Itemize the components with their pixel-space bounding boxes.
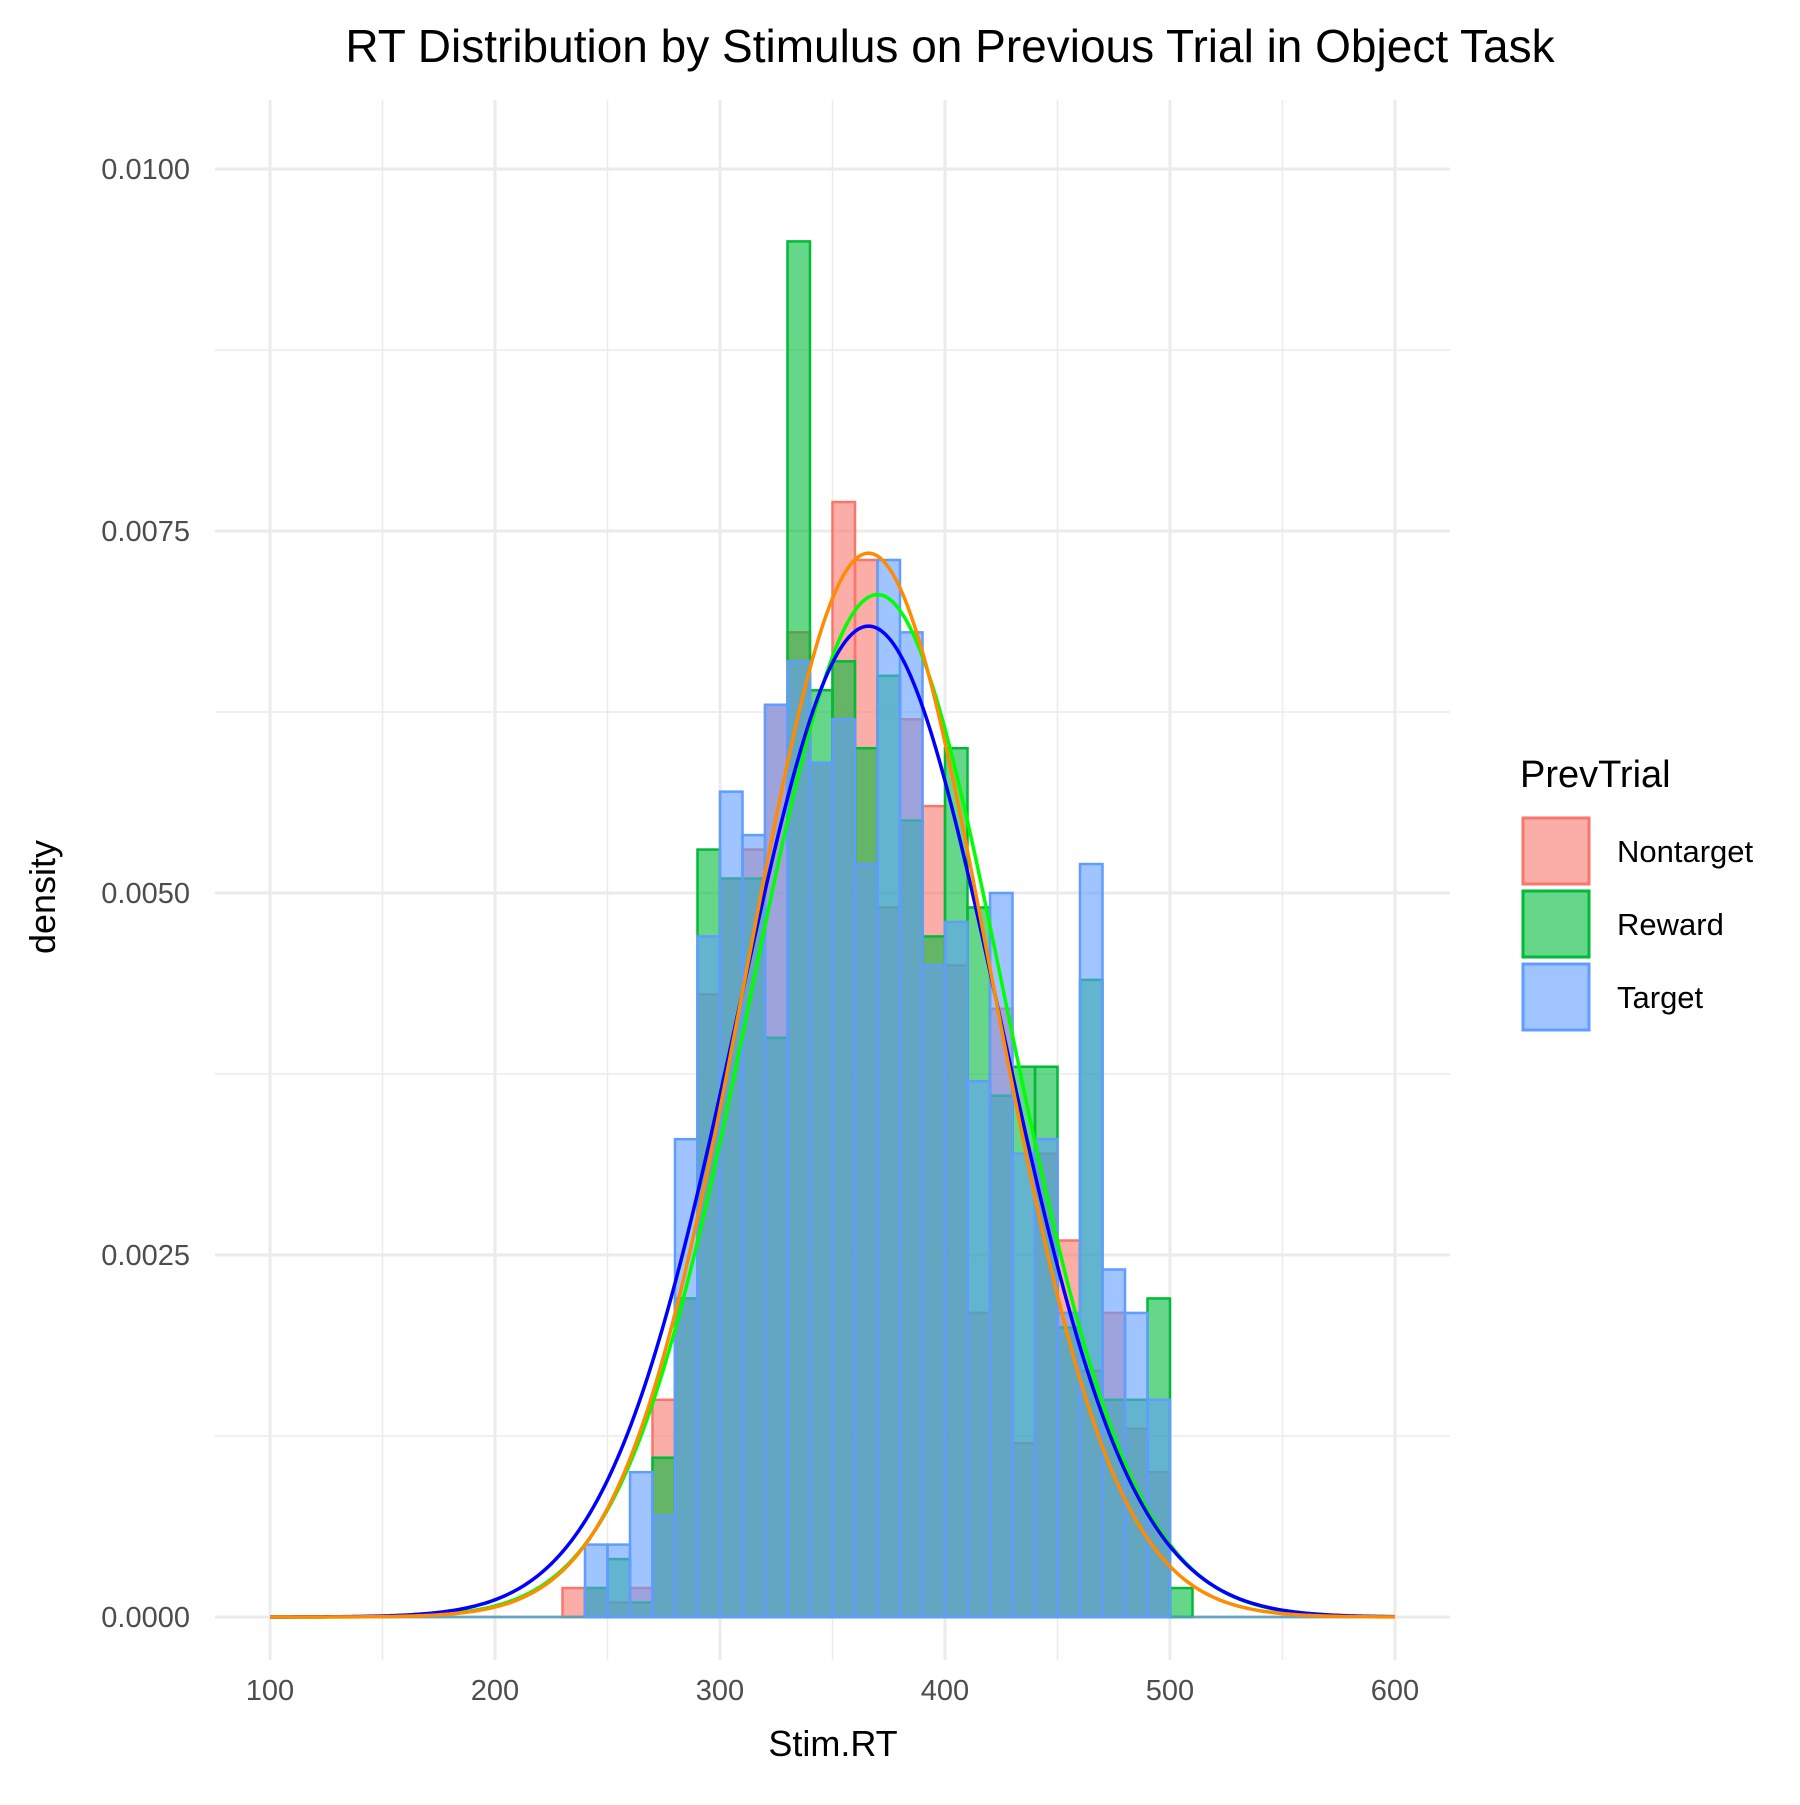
x-tick-label: 200 <box>471 1675 519 1707</box>
histogram-bar <box>1056 1311 1082 1619</box>
histogram-bar <box>628 1470 654 1619</box>
legend-key-target <box>1521 962 1591 1032</box>
histogram-bar <box>696 935 722 1619</box>
density-curve-2 <box>270 624 1396 1619</box>
histogram-bar <box>988 891 1014 1619</box>
bar-series-target <box>270 558 1395 1619</box>
axis-layer: 100 200 300 400 500 600 0.0000 0.0025 0.0050 0.00… <box>101 154 1419 1707</box>
density-curve-3 <box>270 551 1396 1619</box>
histogram-bar <box>1123 1311 1149 1619</box>
y-tick-label: 0.0000 <box>101 1602 190 1634</box>
histogram-bar <box>561 1586 587 1619</box>
histogram-bar <box>1168 1586 1194 1619</box>
histogram-bar <box>741 833 767 1619</box>
x-tick-label: 300 <box>696 1675 744 1707</box>
histogram-bar <box>966 1079 992 1619</box>
y-tick-label: 0.0075 <box>101 516 190 548</box>
legend-label-nontarget: Nontarget <box>1617 834 1754 869</box>
legend-label-target: Target <box>1617 980 1704 1015</box>
histogram-bar <box>1146 1398 1172 1619</box>
histogram-bar <box>898 631 924 1619</box>
y-tick-label: 0.0025 <box>101 1240 190 1272</box>
histogram-bar <box>853 862 879 1619</box>
chart-title: RT Distribution by Stimulus on Previous … <box>345 20 1555 72</box>
legend-label-reward: Reward <box>1617 907 1724 942</box>
x-tick-label: 400 <box>921 1675 969 1707</box>
x-tick-label: 500 <box>1146 1675 1194 1707</box>
density-curves-layer <box>270 551 1396 1619</box>
histogram-bar <box>651 1514 677 1619</box>
histogram-bar <box>718 790 744 1619</box>
histogram-bar <box>921 964 947 1619</box>
histogram-bar <box>583 1543 609 1619</box>
histogram-bar <box>831 717 857 1619</box>
legend-key-reward <box>1521 889 1591 959</box>
histogram-bar <box>1011 1152 1037 1619</box>
y-tick-label: 0.0100 <box>101 154 190 186</box>
x-tick-label: 100 <box>246 1675 294 1707</box>
histogram-bar <box>1078 862 1104 1619</box>
histogram-bar <box>808 761 834 1619</box>
x-axis-label: Stim.RT <box>768 1723 897 1764</box>
histogram-bar <box>876 558 902 1619</box>
legend-key-nontarget <box>1521 816 1591 886</box>
y-axis-label: density <box>22 840 63 954</box>
histogram-bar <box>606 1543 632 1619</box>
legend-title: PrevTrial <box>1520 754 1671 796</box>
y-tick-label: 0.0050 <box>101 878 190 910</box>
histogram-bar <box>943 920 969 1619</box>
legend: PrevTrial Nontarget Reward Target <box>1520 754 1754 1032</box>
x-tick-label: 600 <box>1371 1675 1419 1707</box>
